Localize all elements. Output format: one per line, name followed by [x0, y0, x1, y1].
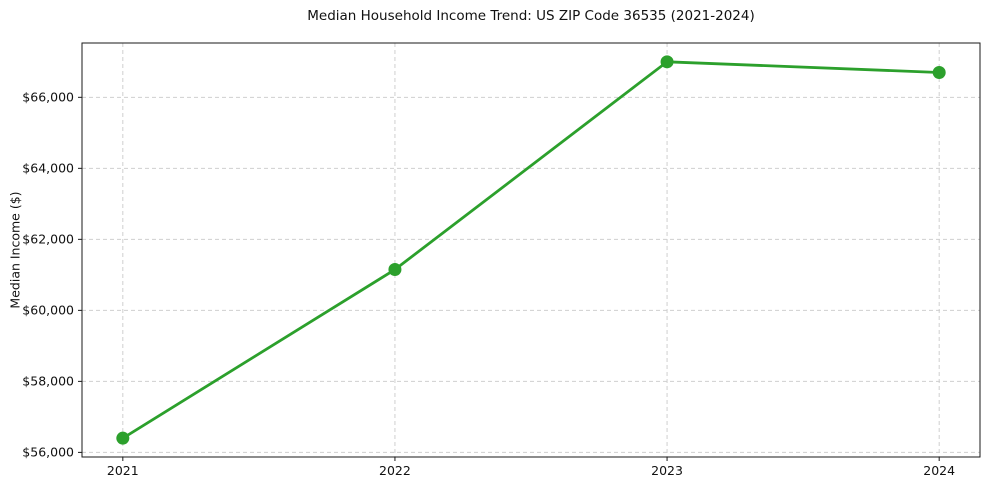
data-point-2022 [388, 263, 402, 277]
plot-area [78, 42, 981, 461]
plot-border [81, 42, 981, 458]
x-tick-label: 2023 [651, 463, 683, 478]
data-point-markers [116, 55, 946, 445]
x-tick-label: 2024 [923, 463, 956, 478]
data-point-2021 [116, 431, 130, 445]
x-tick-label: 2022 [379, 463, 411, 478]
y-tick-label: $62,000 [22, 231, 74, 247]
y-tick-label: $56,000 [22, 444, 74, 460]
chart-title: Median Household Income Trend: US ZIP Co… [307, 8, 755, 24]
y-axis-label: Median Income ($) [7, 191, 23, 309]
y-tick-label: $64,000 [22, 160, 74, 176]
x-tick-label: 2021 [106, 463, 139, 478]
axis-ticks [78, 96, 940, 461]
data-point-2023 [660, 55, 674, 69]
y-tick-label: $66,000 [22, 89, 74, 105]
grid-lines [82, 43, 980, 457]
y-tick-label: $60,000 [22, 302, 74, 318]
y-tick-label: $58,000 [22, 373, 74, 389]
data-point-2024 [932, 65, 946, 79]
income-trend-line [121, 60, 941, 440]
